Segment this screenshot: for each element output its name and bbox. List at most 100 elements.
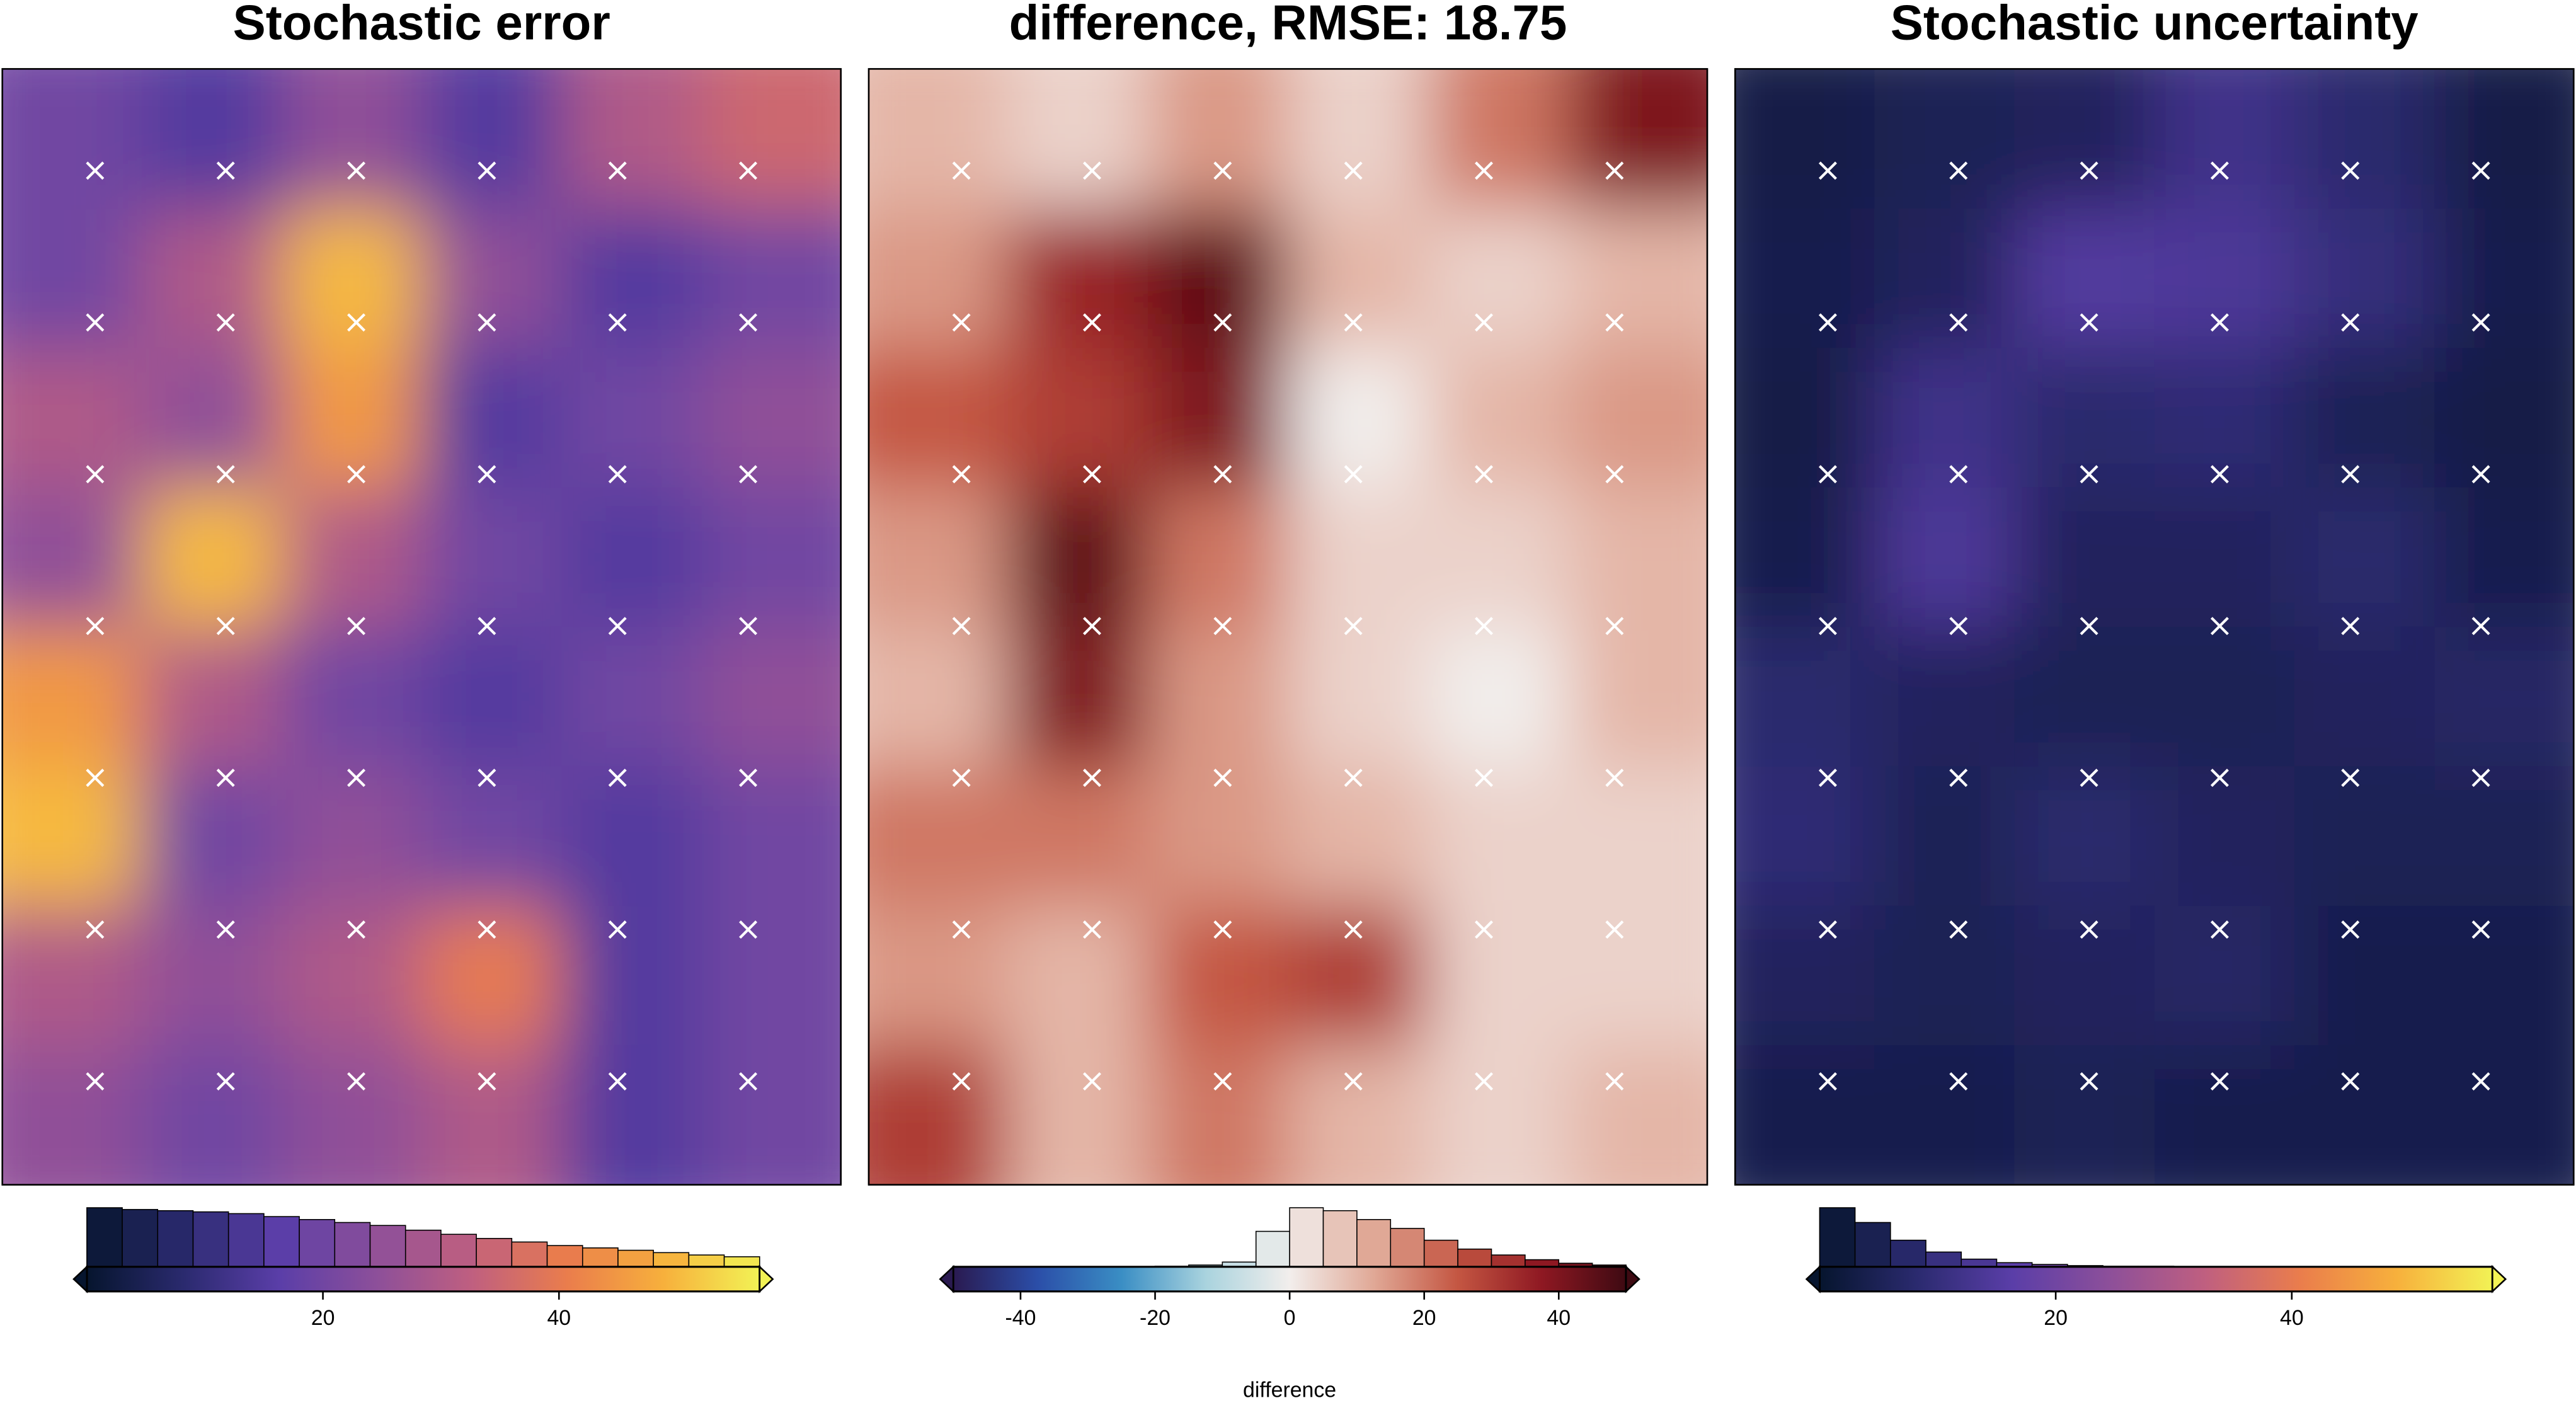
heatmap-cell: [1, 487, 144, 629]
colorbar-tick-label: -40: [1005, 1306, 1036, 1330]
heatmap-cell: [1568, 626, 1709, 768]
sample-point: [2471, 920, 2490, 939]
histogram-bar: [1255, 1230, 1290, 1268]
heatmap-cell: [1734, 766, 1876, 908]
heatmap-cell: [1734, 905, 1876, 1047]
sample-point: [608, 617, 627, 636]
sample-point: [1083, 161, 1101, 180]
sample-point: [2471, 1072, 2490, 1091]
colorbar-extend-high: [758, 1264, 774, 1293]
heatmap-cell: [421, 348, 564, 490]
heatmap-cell: [2434, 208, 2575, 350]
heatmap-cell: [1148, 208, 1290, 350]
histogram-bar: [1491, 1254, 1526, 1268]
sample-point: [2080, 1072, 2098, 1091]
heatmap-cell: [1288, 766, 1430, 908]
map-frame: [1734, 68, 2575, 1186]
heatmap-cell: [1734, 487, 1876, 629]
heatmap-cell: [701, 69, 842, 210]
heatmap-cell: [2014, 487, 2156, 629]
heatmap-cell: [867, 348, 1010, 490]
heatmap-cell: [1428, 348, 1570, 490]
sample-point: [347, 465, 366, 484]
heatmap-cell: [2294, 766, 2436, 908]
histogram-bar: [1289, 1207, 1324, 1268]
heatmap-cell: [1288, 905, 1430, 1047]
colorbar: [1818, 1266, 2493, 1293]
sample-point: [478, 1072, 496, 1091]
heatmap-cell: [2014, 905, 2156, 1047]
sample-point: [1213, 161, 1232, 180]
sample-point: [1213, 465, 1232, 484]
histogram-bar: [1390, 1228, 1425, 1268]
histogram-bar: [227, 1213, 265, 1268]
sample-point: [2341, 617, 2360, 636]
heatmap-cell: [2294, 348, 2436, 490]
heatmap-cell: [2154, 905, 2296, 1047]
sample-point: [2080, 465, 2098, 484]
heatmap-cell: [2294, 69, 2436, 210]
heatmap-cell: [2294, 905, 2436, 1047]
sample-point: [478, 920, 496, 939]
heatmap-cell: [1288, 69, 1430, 210]
heatmap-cell: [2014, 208, 2156, 350]
sample-point: [1344, 465, 1363, 484]
heatmap-cell: [1288, 626, 1430, 768]
sample-point: [1949, 161, 1968, 180]
heatmap-cell: [561, 69, 704, 210]
histogram-bar: [723, 1256, 760, 1268]
sample-point: [1083, 313, 1101, 332]
heatmap-cell: [1428, 1045, 1570, 1185]
sample-point: [739, 769, 758, 787]
heatmap-cell: [1428, 626, 1570, 768]
sample-point: [86, 161, 105, 180]
colorbar-tick-label: 20: [1412, 1306, 1436, 1330]
heatmap-cell: [1568, 348, 1709, 490]
sample-point: [739, 161, 758, 180]
sample-point: [2471, 769, 2490, 787]
heatmap-cell: [561, 626, 704, 768]
sample-point: [1475, 313, 1493, 332]
heatmap-cell: [1428, 487, 1570, 629]
heatmap-cell: [1428, 69, 1570, 210]
sample-point: [347, 1072, 366, 1091]
heatmap-cell: [701, 905, 842, 1047]
heatmap-cell: [2154, 208, 2296, 350]
heatmap-cells: [867, 69, 1709, 1185]
heatmap-cell: [1, 1045, 144, 1185]
sample-point: [1344, 769, 1363, 787]
sample-point: [2080, 313, 2098, 332]
colorbar-tick-label: 0: [1284, 1306, 1296, 1330]
heatmap-cell: [421, 208, 564, 350]
heatmap-cell: [141, 487, 283, 629]
heatmap-cell: [2434, 348, 2575, 490]
sample-point: [1818, 1072, 1837, 1091]
sample-point: [86, 769, 105, 787]
heatmap-cell: [1874, 348, 2017, 490]
heatmap-cell: [2014, 1045, 2156, 1185]
heatmap-cell: [867, 905, 1010, 1047]
histogram-bar: [192, 1211, 229, 1268]
sample-point: [1475, 1072, 1493, 1091]
sample-point: [1949, 1072, 1968, 1091]
sample-point: [86, 920, 105, 939]
heatmap-cell: [1874, 766, 2017, 908]
heatmap-cell: [1007, 348, 1150, 490]
sample-point: [347, 769, 366, 787]
histogram-bar: [1890, 1239, 1926, 1268]
sample-point: [86, 617, 105, 636]
heatmap-cell: [1007, 905, 1150, 1047]
histogram-bar: [1961, 1258, 1998, 1268]
histogram-bar: [404, 1229, 442, 1268]
histogram-bar: [1925, 1251, 1962, 1268]
heatmap-cell: [281, 626, 423, 768]
heatmap-cell: [281, 69, 423, 210]
colorbar-extend-high: [1625, 1264, 1640, 1293]
heatmap-cell: [141, 208, 283, 350]
sample-point: [608, 1072, 627, 1091]
sample-point: [1213, 1072, 1232, 1091]
heatmap-cell: [1568, 905, 1709, 1047]
sample-point: [2341, 465, 2360, 484]
sample-point: [1475, 161, 1493, 180]
histogram-bar: [334, 1222, 371, 1268]
